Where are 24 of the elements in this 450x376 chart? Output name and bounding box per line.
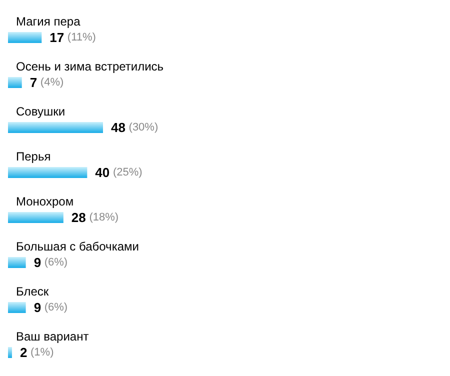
data-label: 48 (30%) bbox=[111, 120, 158, 135]
y-tick-label: Осень и зима встретились bbox=[16, 60, 164, 74]
y-tick-label: Магия пера bbox=[16, 14, 81, 28]
data-label: 28 (18%) bbox=[71, 210, 119, 225]
data-label: 9 (6%) bbox=[34, 300, 68, 315]
y-tick-label: Ваш вариант bbox=[16, 330, 90, 344]
y-tick-label: Блеск bbox=[16, 284, 50, 298]
data-label: 9 (6%) bbox=[34, 255, 68, 270]
data-label: 40 (25%) bbox=[95, 165, 142, 180]
bar bbox=[8, 257, 26, 268]
bar bbox=[8, 212, 64, 223]
y-tick-label: Монохром bbox=[16, 194, 74, 208]
bar bbox=[8, 77, 22, 88]
data-label: 17 (11%) bbox=[50, 30, 96, 45]
data-label: 2 (1%) bbox=[20, 345, 54, 360]
bar bbox=[8, 347, 12, 358]
bar bbox=[8, 32, 42, 43]
y-tick-label: Перья bbox=[16, 150, 51, 164]
y-tick-label: Большая с бабочками bbox=[16, 240, 139, 254]
bar bbox=[8, 122, 103, 133]
bar bbox=[8, 302, 26, 313]
y-tick-label: Совушки bbox=[16, 104, 66, 118]
data-label: 7 (4%) bbox=[30, 75, 64, 90]
bar bbox=[8, 167, 88, 178]
